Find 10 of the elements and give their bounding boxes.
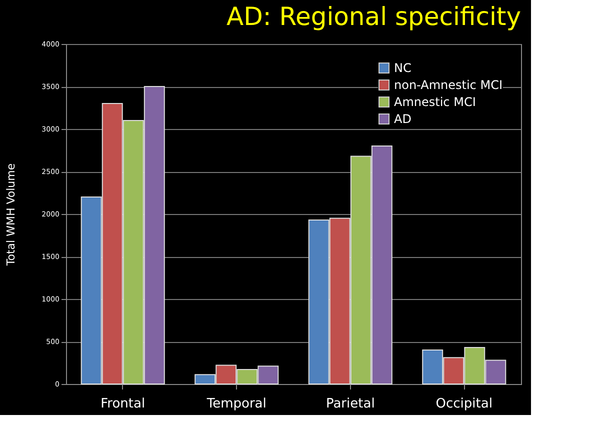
chart-title: AD: Regional specificity xyxy=(226,2,522,31)
x-tick-label: Frontal xyxy=(100,396,146,412)
x-tick-label: Temporal xyxy=(206,396,266,412)
legend-label: NC xyxy=(394,61,412,75)
x-tick-label: Occipital xyxy=(436,396,492,412)
legend-label: non-Amnestic MCI xyxy=(394,78,502,92)
legend-label: Amnestic MCI xyxy=(394,95,476,109)
y-axis-title: Total WMH Volume xyxy=(4,163,18,267)
legend-label: AD xyxy=(394,112,412,126)
x-tick-label: Parietal xyxy=(326,396,375,412)
